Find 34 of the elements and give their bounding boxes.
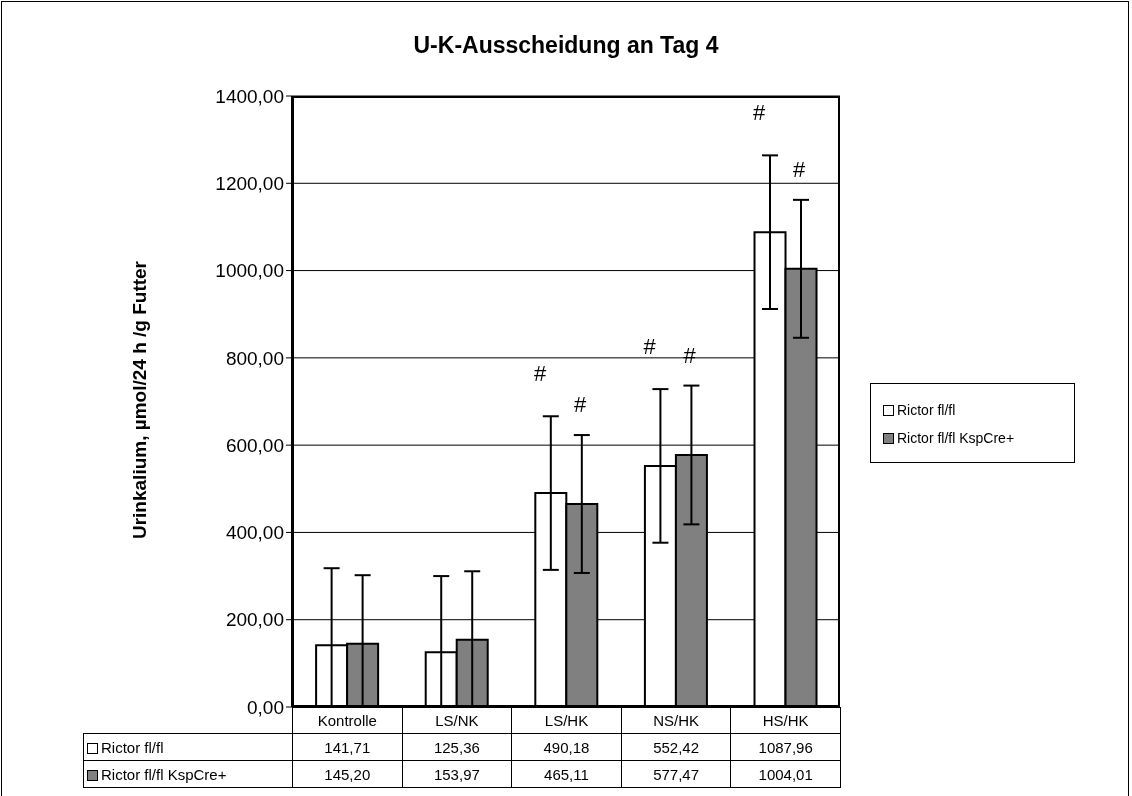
x-tick-label: Kontrolle <box>292 707 403 734</box>
data-label: 1087,96 <box>730 733 841 761</box>
y-tick-label: 800,00 <box>225 347 284 369</box>
y-axis-title: Urinkalium, µmol/24 h /g Futter <box>128 260 151 542</box>
x-tick-label: LS/NK <box>402 707 512 734</box>
annotation: # <box>572 392 588 418</box>
x-tick-label: HS/HK <box>730 707 841 734</box>
text: Rictor fl/fl <box>101 738 164 756</box>
data-label: 577,47 <box>621 760 731 788</box>
data-label: 141,71 <box>292 733 403 761</box>
annotation: # <box>532 361 548 387</box>
data-label: 490,18 <box>511 733 622 761</box>
y-tick-label: 600,00 <box>225 434 284 456</box>
y-tick-label: 1200,00 <box>215 173 284 195</box>
y-tick-label: 1400,00 <box>215 85 284 107</box>
data-label: 153,97 <box>402 760 512 788</box>
chart-title: U-K-Ausscheidung an Tag 4 <box>412 32 720 59</box>
data-label: 465,11 <box>511 760 622 788</box>
y-tick-label: 0,00 <box>247 696 284 718</box>
y-tick-label: 1000,00 <box>215 260 284 282</box>
legend-label: Rictor fl/fl KspCre+ <box>897 430 1015 446</box>
annotation: # <box>792 156 807 182</box>
y-tick-label: 200,00 <box>225 609 284 631</box>
annotation: # <box>752 100 767 126</box>
data-label: 125,36 <box>402 733 512 761</box>
annotation: # <box>642 334 657 360</box>
data-label: 1004,01 <box>730 760 841 788</box>
x-tick-label: NS/HK <box>621 707 731 734</box>
y-tick-label: 400,00 <box>225 522 284 544</box>
x-tick-label: LS/HK <box>511 707 622 734</box>
data-label: 552,42 <box>621 733 731 761</box>
text: Rictor fl/fl KspCre+ <box>101 765 227 783</box>
data-label: 145,20 <box>292 760 403 788</box>
legend-label: Rictor fl/fl <box>897 402 956 418</box>
